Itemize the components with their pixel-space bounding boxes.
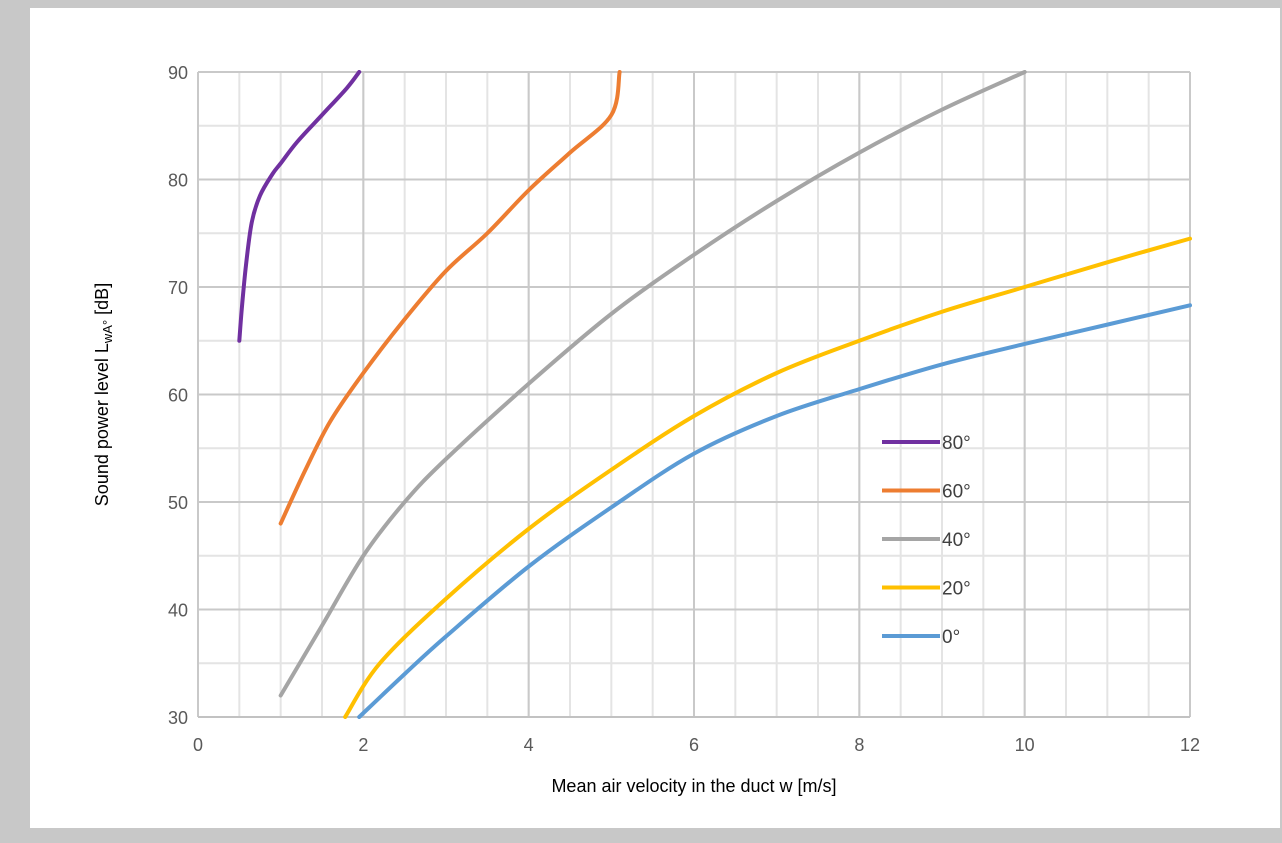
y-tick-label: 60 [168, 386, 188, 406]
legend-label-1: 60° [942, 482, 971, 503]
y-axis-title-main: Sound power level L [92, 343, 112, 506]
legend-label-3: 20° [942, 579, 971, 600]
y-tick-label: 30 [168, 708, 188, 728]
x-tick-label: 6 [689, 735, 699, 755]
y-tick-label: 80 [168, 171, 188, 191]
y-tick-label: 50 [168, 493, 188, 513]
series-line-1 [278, 70, 622, 526]
series-line-3 [343, 236, 1192, 719]
legend: 80° 60° 40° 20° 0° [882, 433, 971, 648]
x-axis-title: Mean air velocity in the duct w [m/s] [551, 776, 836, 796]
series-line-4 [357, 303, 1192, 719]
legend-label-0: 80° [942, 433, 971, 454]
x-tick-label: 0 [193, 735, 203, 755]
x-tick-label: 2 [358, 735, 368, 755]
y-tick-label: 90 [168, 63, 188, 83]
series-line-0 [237, 70, 362, 343]
x-tick-label: 8 [854, 735, 864, 755]
y-tick-labels: 30 40 50 60 70 80 90 [168, 63, 188, 728]
x-tick-label: 10 [1015, 735, 1035, 755]
y-axis-title: Sound power level LwA° [dB] [92, 283, 115, 506]
y-tick-label: 40 [168, 601, 188, 621]
series-line-2 [278, 70, 1027, 698]
x-tick-labels: 0 2 4 6 8 10 12 [193, 735, 1200, 755]
y-tick-label: 70 [168, 278, 188, 298]
x-tick-label: 12 [1180, 735, 1200, 755]
x-tick-label: 4 [524, 735, 534, 755]
y-axis-title-subscript: wA° [100, 320, 115, 344]
legend-label-2: 40° [942, 530, 971, 551]
legend-label-4: 0° [942, 627, 960, 648]
series-lines [237, 70, 1192, 719]
y-axis-title-unit: [dB] [92, 283, 112, 320]
chart-frame: 0 2 4 6 8 10 12 30 40 50 60 70 80 90 80° 60° 40° 20° 0° … [30, 8, 1280, 828]
